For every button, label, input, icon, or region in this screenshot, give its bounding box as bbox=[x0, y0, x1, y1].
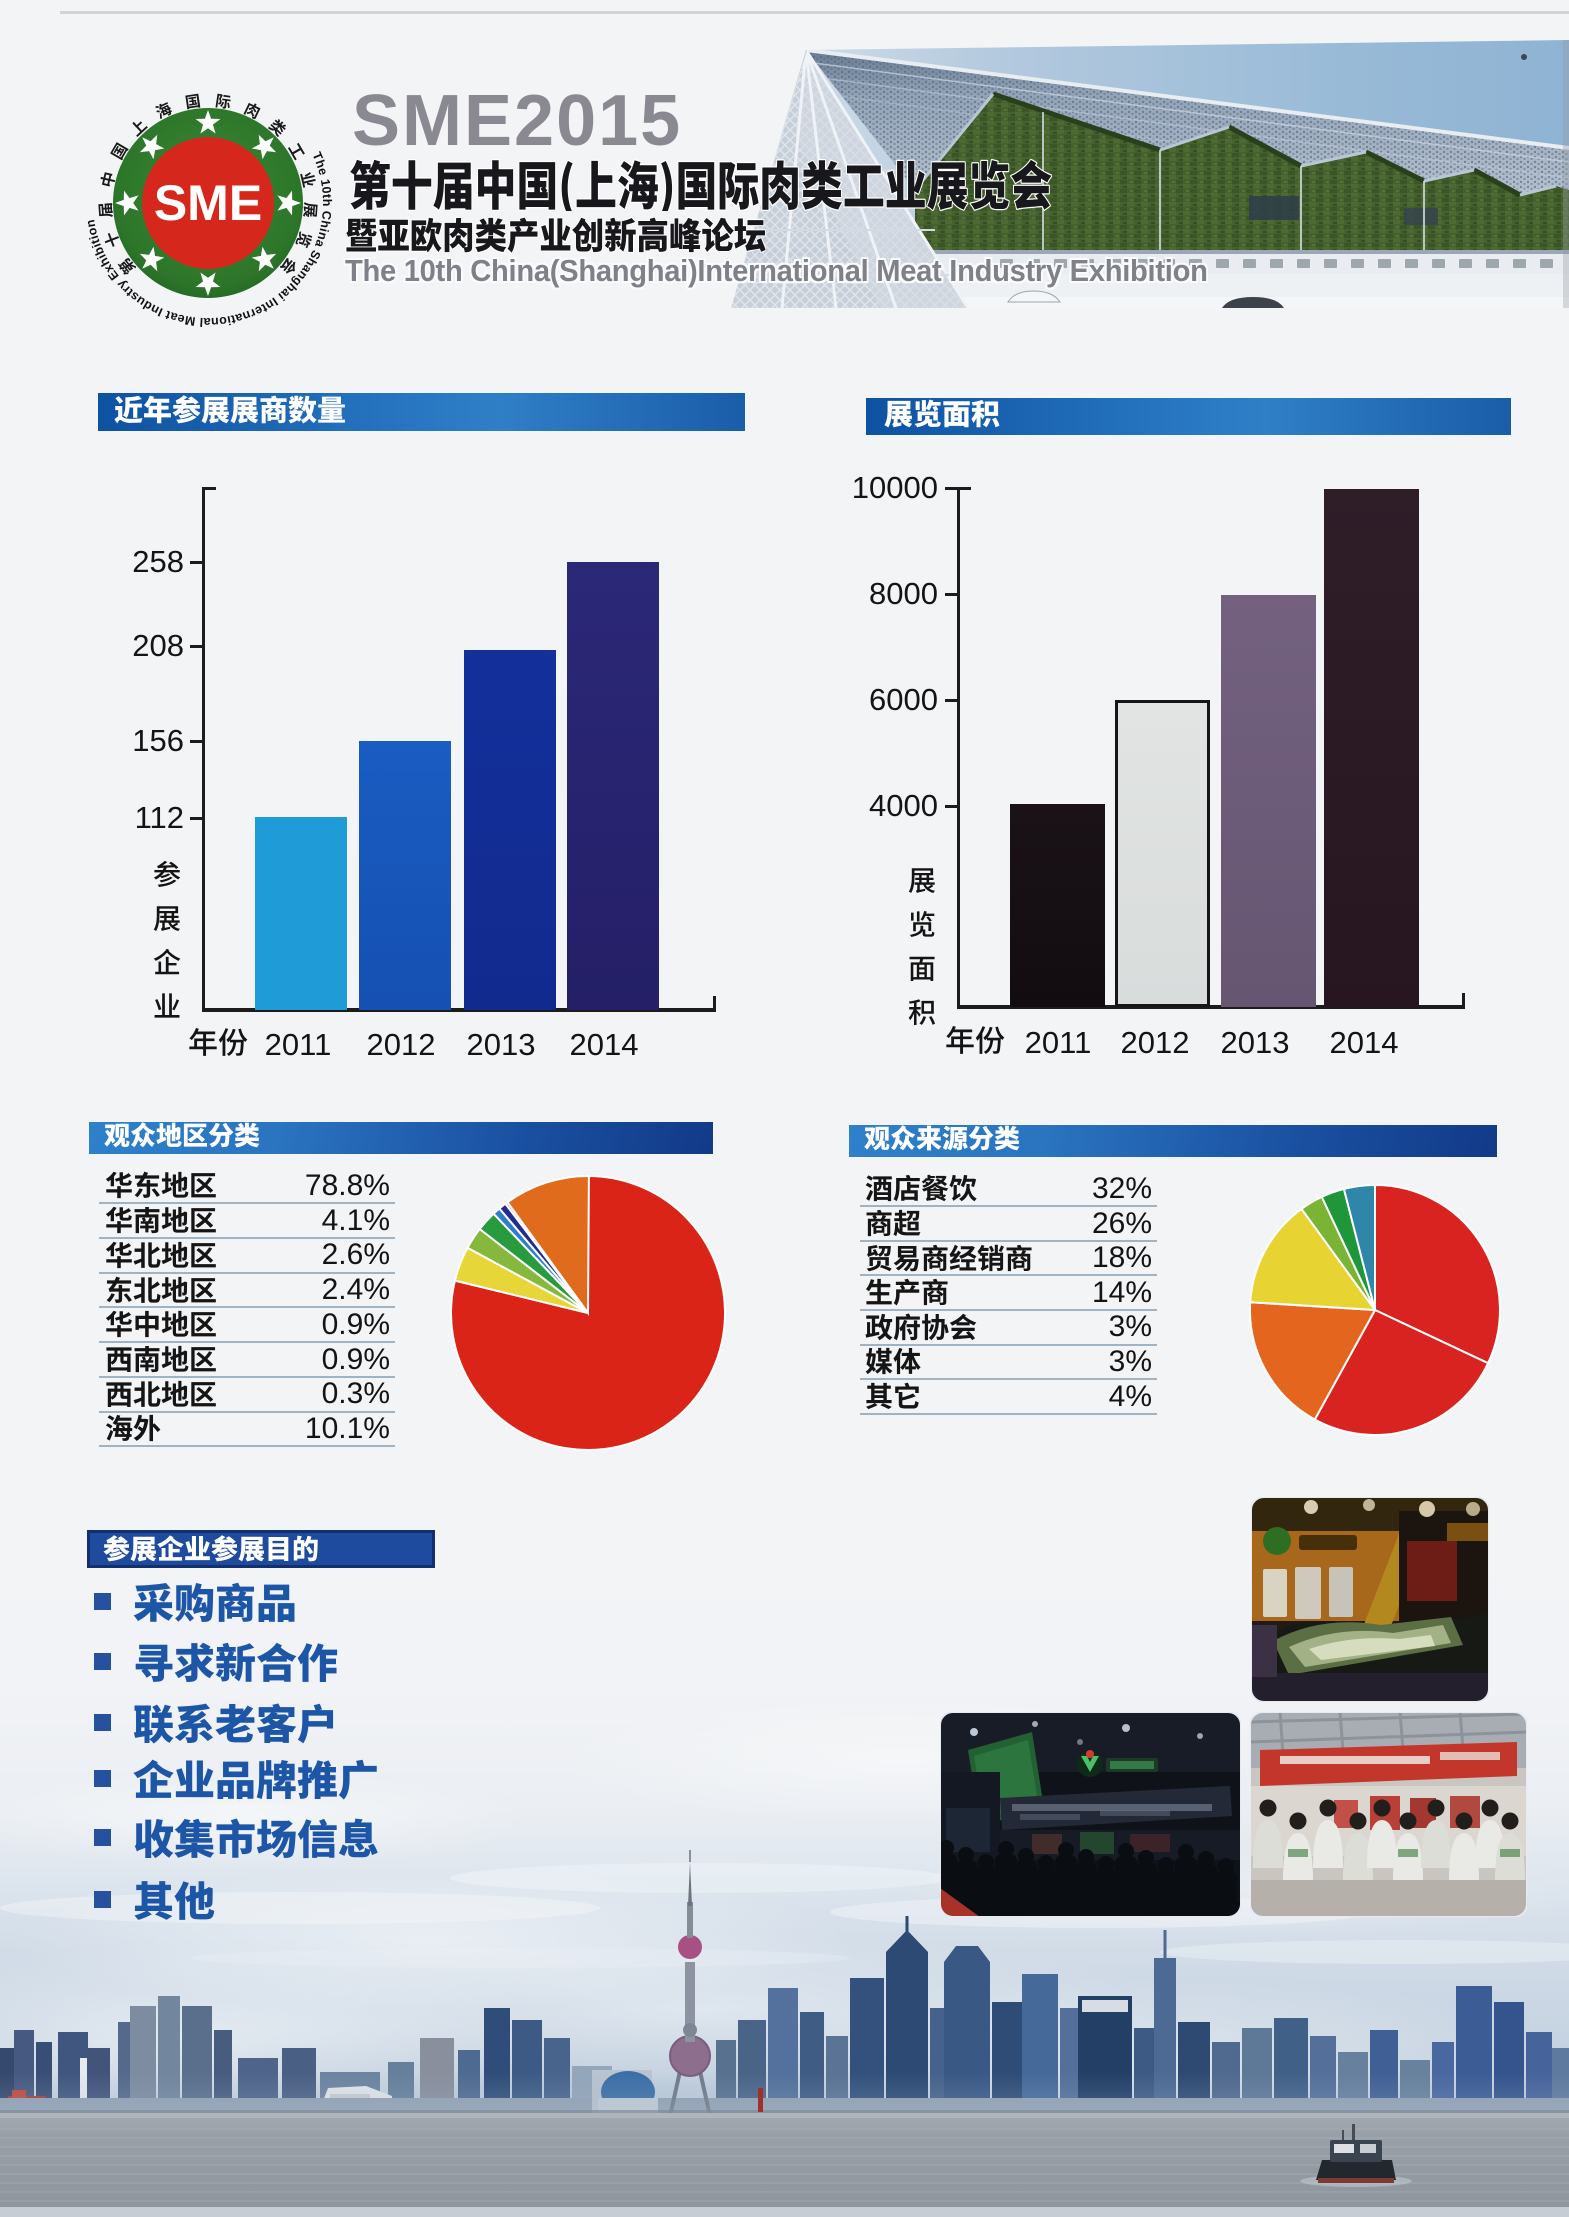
svg-text:The 10th China Shanghai Intern: The 10th China Shanghai International Me… bbox=[83, 150, 334, 329]
svg-text:SME: SME bbox=[154, 175, 262, 231]
